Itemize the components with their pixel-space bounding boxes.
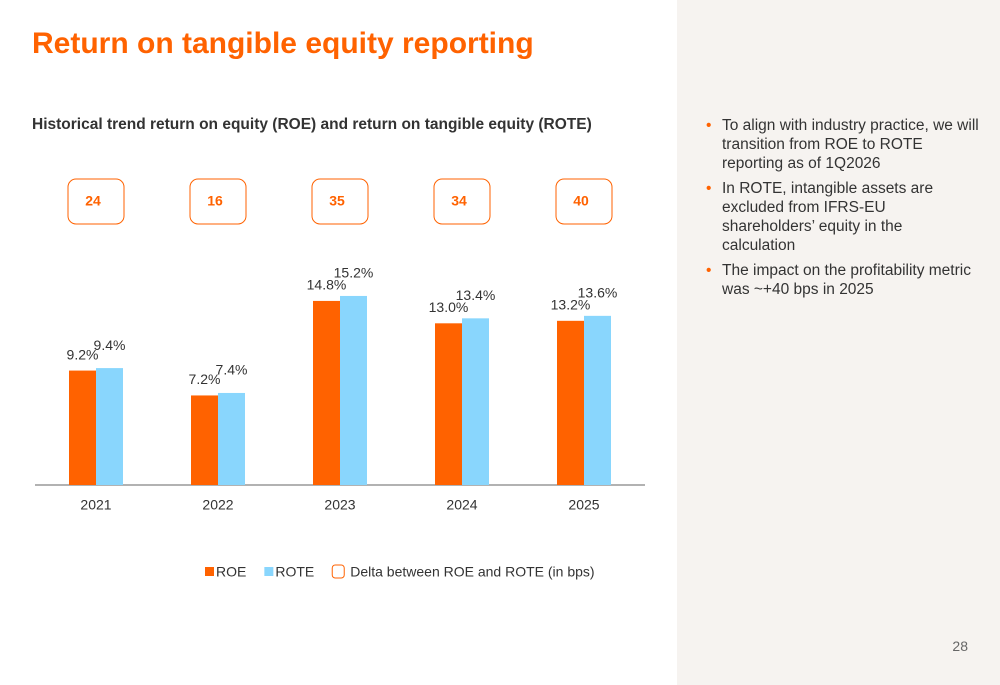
delta-label: 24 bbox=[85, 193, 101, 209]
x-tick-label: 2022 bbox=[202, 497, 233, 513]
bar bbox=[557, 320, 584, 485]
delta-label: 16 bbox=[207, 193, 223, 209]
x-tick-label: 2024 bbox=[446, 497, 477, 513]
data-label: 7.4% bbox=[216, 362, 248, 378]
data-label: 7.2% bbox=[189, 371, 221, 387]
bar bbox=[218, 392, 245, 485]
data-label: 14.8% bbox=[307, 277, 347, 293]
x-tick-label: 2021 bbox=[80, 497, 111, 513]
delta-box bbox=[433, 178, 491, 225]
legend-swatch bbox=[331, 564, 345, 579]
side-panel bbox=[677, 0, 1000, 685]
bullet: In ROTE, intangible assets are excluded … bbox=[704, 179, 979, 255]
data-label: 13.6% bbox=[578, 285, 618, 301]
data-label: 9.4% bbox=[94, 337, 126, 353]
x-tick-label: 2023 bbox=[324, 497, 355, 513]
delta-box bbox=[67, 178, 125, 225]
bar bbox=[340, 295, 367, 485]
delta-box bbox=[311, 178, 369, 225]
data-label: 13.2% bbox=[551, 297, 591, 313]
delta-label: 34 bbox=[451, 193, 467, 209]
legend-swatch bbox=[264, 567, 274, 576]
chart-title: Historical trend return on equity (ROE) … bbox=[32, 116, 592, 133]
legend-label: Delta between ROE and ROTE (in bps) bbox=[350, 564, 594, 580]
bar bbox=[584, 315, 611, 485]
data-label: 13.4% bbox=[456, 287, 496, 303]
delta-label: 40 bbox=[573, 193, 589, 209]
bullet: The impact on the profitability metric w… bbox=[704, 261, 979, 299]
bar bbox=[191, 395, 218, 485]
bullet-list: To align with industry practice, we will… bbox=[704, 116, 979, 305]
delta-box bbox=[189, 178, 247, 225]
legend-label: ROTE bbox=[275, 564, 314, 580]
bar bbox=[462, 318, 489, 485]
slide-title: Return on tangible equity reporting bbox=[32, 27, 534, 60]
data-label: 15.2% bbox=[334, 265, 374, 281]
page-number: 28 bbox=[952, 638, 968, 654]
bar bbox=[313, 300, 340, 485]
delta-box bbox=[555, 178, 613, 225]
bar bbox=[96, 368, 123, 485]
bullet: To align with industry practice, we will… bbox=[704, 116, 979, 173]
data-label: 13.0% bbox=[429, 299, 469, 315]
data-label: 9.2% bbox=[67, 346, 99, 362]
delta-label: 35 bbox=[329, 193, 345, 209]
legend-swatch bbox=[205, 567, 214, 576]
bar bbox=[69, 370, 96, 485]
bar bbox=[435, 323, 462, 485]
x-tick-label: 2025 bbox=[568, 497, 599, 513]
legend-label: ROE bbox=[216, 564, 246, 580]
